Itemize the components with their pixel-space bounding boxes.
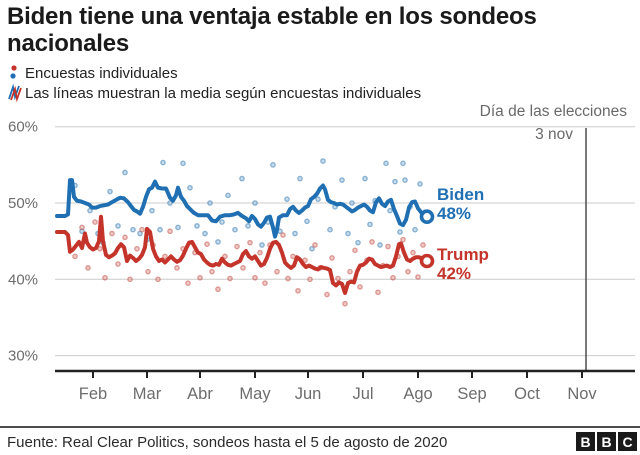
x-axis-month-label: Nov <box>567 385 597 403</box>
x-axis-month-label: Oct <box>514 385 540 403</box>
scatter-biden <box>72 158 428 252</box>
election-date-label: 3 nov <box>535 126 573 143</box>
legend-item-encuestas: Encuestas individuales <box>7 63 421 83</box>
chart-legend: Encuestas individuales Las líneas muestr… <box>7 63 421 103</box>
bbc-logo: B B C <box>576 432 637 451</box>
y-axis-tick-label: 30% <box>8 348 38 365</box>
legend-label: Las líneas muestran la media según encue… <box>25 84 422 102</box>
trump-series-label: Trump 42% <box>437 245 489 283</box>
bbc-logo-letter: B <box>576 432 595 451</box>
x-axis: Feb Mar Abr May Jun Jul Ago Sep Oct Nov <box>55 369 635 403</box>
x-axis-month-label: Mar <box>133 385 162 403</box>
legend-label: Encuestas individuales <box>25 64 178 82</box>
x-axis-month-label: Feb <box>79 385 107 403</box>
series-line-biden <box>55 178 435 239</box>
bbc-logo-letter: B <box>597 432 616 451</box>
scatter-trump <box>72 219 426 307</box>
trump-name: Trump <box>437 245 489 264</box>
series-end-marker <box>419 209 435 225</box>
y-axis-tick-label: 50% <box>8 195 38 212</box>
biden-name: Biden <box>437 185 485 204</box>
y-axis-tick-label: 40% <box>8 271 38 288</box>
bbc-logo-letter: C <box>618 432 637 451</box>
x-axis-month-label: Jun <box>295 385 322 403</box>
chart-title: Biden tiene una ventaja estable en los s… <box>7 3 537 57</box>
x-axis-month-label: Sep <box>457 385 486 403</box>
biden-series-label: Biden 48% <box>437 185 484 223</box>
x-axis-month-label: Ago <box>403 385 432 403</box>
legend-item-medias: Las líneas muestran la media según encue… <box>7 83 421 103</box>
x-axis-month-label: Abr <box>187 385 213 403</box>
x-axis-month-label: Jul <box>352 385 373 403</box>
election-day-label: Día de las elecciones <box>479 103 627 120</box>
gridlines: 60% 50% 40% 30% <box>8 119 635 365</box>
trump-value: 42% <box>437 264 472 283</box>
footer-divider <box>0 426 640 428</box>
series-line-trump <box>55 214 435 295</box>
biden-value: 48% <box>437 204 472 223</box>
y-axis-tick-label: 60% <box>8 119 38 136</box>
x-axis-month-label: May <box>239 385 271 403</box>
series-end-marker <box>419 253 435 269</box>
source-attribution: Fuente: Real Clear Politics, sondeos has… <box>7 434 448 451</box>
zigzag-lines-icon <box>8 83 22 103</box>
poll-dots-icon <box>10 65 17 79</box>
